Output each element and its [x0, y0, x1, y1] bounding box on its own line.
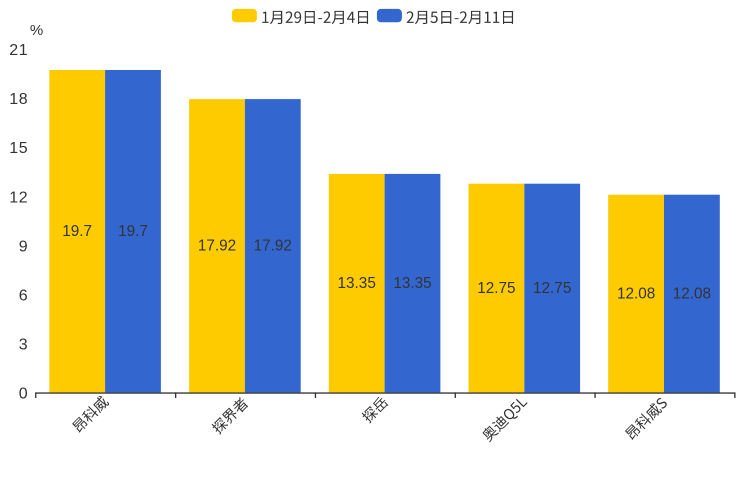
svg-text:13.35: 13.35: [393, 275, 431, 292]
svg-text:9: 9: [19, 238, 29, 255]
svg-text:12.75: 12.75: [533, 280, 571, 297]
svg-text:15: 15: [9, 140, 28, 157]
svg-text:0: 0: [19, 386, 29, 403]
svg-text:12: 12: [9, 189, 28, 206]
svg-text:13.35: 13.35: [338, 275, 376, 292]
svg-text:%: %: [30, 22, 43, 39]
svg-text:3: 3: [19, 337, 29, 354]
svg-text:19.7: 19.7: [118, 223, 148, 240]
svg-text:12.75: 12.75: [477, 280, 515, 297]
svg-text:6: 6: [19, 288, 29, 305]
svg-text:18: 18: [9, 91, 28, 108]
svg-text:21: 21: [9, 42, 28, 59]
svg-text:19.7: 19.7: [62, 223, 92, 240]
svg-text:17.92: 17.92: [254, 238, 292, 255]
svg-text:12.08: 12.08: [617, 286, 655, 303]
svg-text:17.92: 17.92: [198, 238, 236, 255]
svg-text:12.08: 12.08: [673, 286, 711, 303]
